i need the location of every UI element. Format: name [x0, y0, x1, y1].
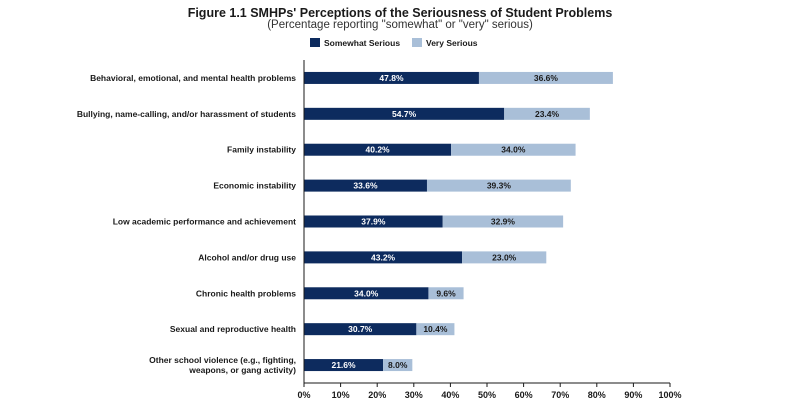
legend-swatch-very — [412, 38, 422, 47]
bar-somewhat — [304, 287, 429, 300]
value-label: 10.4% — [423, 324, 448, 334]
value-label: 33.6% — [353, 181, 378, 191]
value-label: 8.0% — [388, 360, 408, 370]
bar-somewhat — [304, 179, 427, 192]
category-label: Economic instability — [213, 181, 296, 191]
legend-label-very: Very Serious — [426, 38, 478, 48]
category-label: Family instability — [227, 145, 296, 155]
chart-subtitle: (Percentage reporting "somewhat" or "ver… — [267, 19, 533, 31]
category-label: Chronic health problems — [196, 288, 296, 298]
value-label: 54.7% — [392, 109, 417, 119]
x-tick-label: 70% — [551, 390, 569, 400]
chart-title: Figure 1.1 SMHPs' Perceptions of the Ser… — [187, 6, 613, 20]
value-label: 47.8% — [379, 73, 404, 83]
legend-swatch-somewhat — [310, 38, 320, 47]
value-label: 21.6% — [331, 360, 356, 370]
x-tick-label: 50% — [478, 390, 496, 400]
x-tick-label: 30% — [405, 390, 423, 400]
bar-very — [428, 287, 464, 300]
x-tick-label: 60% — [515, 390, 533, 400]
value-label: 23.4% — [535, 109, 560, 119]
value-label: 43.2% — [371, 252, 396, 262]
bar-very — [383, 359, 413, 372]
value-label: 36.6% — [534, 73, 559, 83]
category-label: weapons, or gang activity) — [188, 365, 296, 375]
value-label: 32.9% — [491, 217, 516, 227]
value-label: 39.3% — [487, 181, 512, 191]
value-label: 40.2% — [366, 145, 391, 155]
value-label: 34.0% — [354, 288, 379, 298]
value-label: 9.6% — [436, 288, 456, 298]
x-tick-label: 0% — [297, 390, 310, 400]
bar-very — [451, 143, 576, 156]
x-tick-label: 20% — [368, 390, 386, 400]
legend-item-very: Very Serious — [412, 38, 478, 48]
bar-very — [426, 179, 571, 192]
bar-somewhat — [304, 251, 463, 264]
value-label: 23.0% — [492, 252, 517, 262]
x-tick-label: 10% — [332, 390, 350, 400]
bar-very — [442, 215, 564, 228]
value-label: 37.9% — [361, 217, 386, 227]
category-label: Bullying, name-calling, and/or harassmen… — [77, 109, 296, 119]
bar-somewhat — [304, 107, 505, 120]
bar-very — [478, 71, 613, 84]
bar-somewhat — [304, 323, 417, 336]
category-label: Alcohol and/or drug use — [198, 252, 296, 262]
value-label: 34.0% — [501, 145, 526, 155]
category-label: Low academic performance and achievement — [113, 217, 296, 227]
bar-very — [504, 107, 590, 120]
legend-item-somewhat: Somewhat Serious — [310, 38, 400, 48]
x-tick-label: 80% — [588, 390, 606, 400]
value-label: 30.7% — [348, 324, 373, 334]
bar-very — [416, 323, 455, 336]
bar-somewhat — [304, 143, 452, 156]
bar-somewhat — [304, 71, 479, 84]
legend-label-somewhat: Somewhat Serious — [324, 38, 401, 48]
bar-somewhat — [304, 215, 443, 228]
category-label: Other school violence (e.g., fighting, — [149, 355, 296, 365]
x-tick-label: 40% — [441, 390, 459, 400]
bar-somewhat — [304, 359, 384, 372]
bar-very — [462, 251, 547, 264]
x-tick-label: 90% — [624, 390, 642, 400]
x-tick-label: 100% — [658, 390, 681, 400]
category-label: Behavioral, emotional, and mental health… — [90, 73, 296, 83]
category-label: Sexual and reproductive health — [170, 324, 296, 334]
